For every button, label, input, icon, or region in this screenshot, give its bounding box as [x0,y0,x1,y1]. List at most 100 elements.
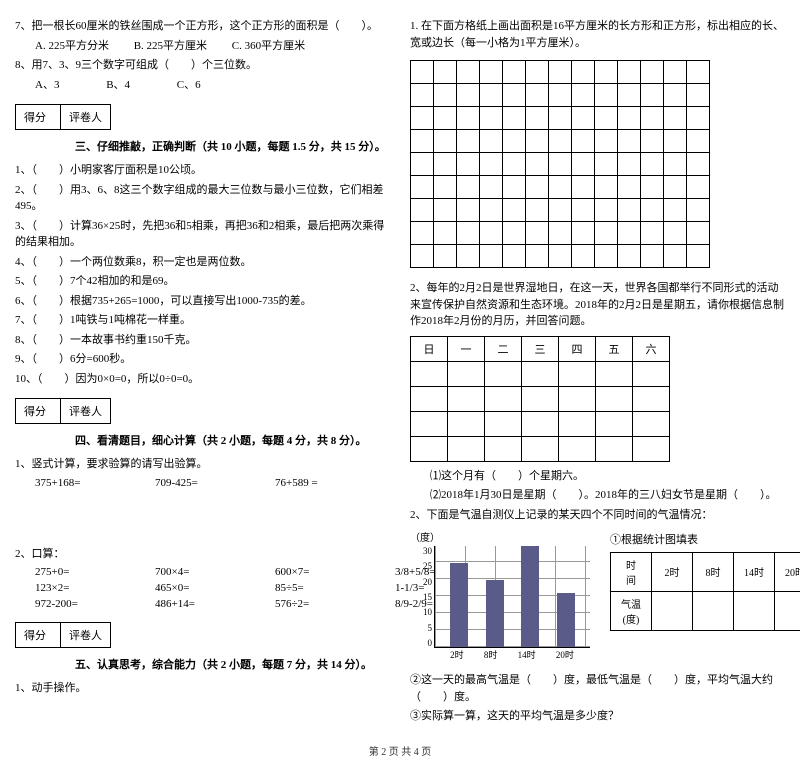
r2-q2: ⑵2018年1月30日是星期（ ）。2018年的三八妇女节是星期（ ）。 [410,487,785,504]
opt-b: B. 225平方厘米 [134,40,207,52]
r1-text: 1. 在下面方格纸上画出面积是16平方厘米的长方形和正方形，标出相应的长、宽或边… [410,18,785,51]
table-header: 时 间 [611,552,652,591]
judge-item: 9、（ ）6分=600秒。 [15,351,390,368]
opt-c: C、6 [177,79,201,91]
r3-q2: ②这一天的最高气温是（ ）度，最低气温是（ ）度，平均气温大约（ ）度。 [410,672,785,705]
calc-item: 576÷2= [275,598,355,610]
score-label: 得分 [16,105,61,129]
score-label: 得分 [16,399,61,423]
judge-list: 1、（ ）小明家客厅面积是10公顷。 2、（ ）用3、6、8这三个数字组成的最大三… [15,162,390,387]
calc2-rows: 275+0=700×4=600×7=3/8+5/8=123×2=465×0=85… [15,566,390,610]
calc-item: 123×2= [35,582,115,594]
bar [557,593,575,647]
y-tick: 0 [410,638,432,648]
judge-item: 8、（ ）一本故事书约重150千克。 [15,332,390,349]
grader-label: 评卷人 [61,399,110,423]
table-header: 14时 [734,552,775,591]
calc1-label: 1、竖式计算，要求验算的请写出验算。 [15,456,390,473]
table-header: 8时 [693,552,734,591]
r3-text: 2、下面是气温自测仪上记录的某天四个不同时间的气温情况： [410,507,785,524]
bar [450,563,468,647]
q7-options: A. 225平方分米 B. 225平方厘米 C. 360平方厘米 [15,38,390,55]
calc-row: 275+0=700×4=600×7=3/8+5/8= [15,566,390,578]
section-3-title: 三、仔细推敲，正确判断（共 10 小题，每题 1.5 分，共 15 分）。 [15,138,390,154]
score-box: 得分 评卷人 [15,398,111,424]
x-tick: 20时 [556,648,574,666]
calc-row: 123×2=465×0=85÷5=1-1/3= [15,582,390,594]
y-tick: 15 [410,592,432,602]
section-5-title: 五、认真思考，综合能力（共 2 小题，每题 7 分，共 14 分）。 [15,656,390,672]
cal-header: 三 [522,336,559,361]
calc-item: 76+589 = [275,477,355,489]
y-tick: 25 [410,561,432,571]
x-tick: 2时 [450,648,464,666]
section-4-title: 四、看清题目，细心计算（共 2 小题，每题 4 分，共 8 分）。 [15,432,390,448]
judge-item: 5、（ ）7个42相加的和是69。 [15,273,390,290]
bar [486,580,504,647]
table-header: 20时 [775,552,800,591]
question-8: 8、用7、3、9三个数字可组成（ ）个三位数。 [15,57,390,74]
opt-b: B、4 [106,79,130,91]
calc1-row: 375+168= 709-425= 76+589 = [15,477,390,489]
calc2-label: 2、口算： [15,546,390,563]
judge-item: 7、（ ）1吨铁与1吨棉花一样重。 [15,312,390,329]
judge-item: 2、（ ）用3、6、8这三个数字组成的最大三位数与最小三位数，它们相差495。 [15,182,390,215]
table-cell [652,591,693,630]
table-header: 2时 [652,552,693,591]
calc-item: 486+14= [155,598,235,610]
judge-item: 10、（ ）因为0×0=0，所以0÷0=0。 [15,371,390,388]
cal-header: 四 [559,336,596,361]
table-cell [775,591,800,630]
calc-item: 275+0= [35,566,115,578]
y-tick: 5 [410,623,432,633]
y-tick: 10 [410,607,432,617]
score-box: 得分 评卷人 [15,622,111,648]
drawing-grid [410,60,710,268]
calc-item: 709-425= [155,477,235,489]
score-label: 得分 [16,623,61,647]
grader-label: 评卷人 [61,623,110,647]
calc-item: 375+168= [35,477,115,489]
r3-q3: ③实际算一算，这天的平均气温是多少度？ [410,708,785,725]
chart-area: （度） 302520151050 2时8时14时20时 ①根据统计图填表 时 间… [410,529,785,666]
calc-row: 972-200=486+14=576÷2=8/9-2/9= [15,598,390,610]
grader-label: 评卷人 [61,105,110,129]
calc-item: 600×7= [275,566,355,578]
table-row-label: 气温(度) [611,591,652,630]
judge-item: 4、（ ）一个两位数乘8，积一定也是两位数。 [15,254,390,271]
calc-item: 972-200= [35,598,115,610]
calendar-table: 日一二三四五六 [410,336,670,462]
q8-options: A、3 B、4 C、6 [15,77,390,94]
cal-header: 六 [633,336,670,361]
r2-q1: ⑴这个月有（ ）个星期六。 [410,468,785,485]
table-cell [693,591,734,630]
opt-a: A、3 [35,79,59,91]
y-tick: 20 [410,577,432,587]
page-footer: 第 2 页 共 4 页 [15,743,785,758]
q5-1: 1、动手操作。 [15,680,390,697]
bar-chart: 30 25 20 15 10 5 0 2时 8时 14时 20时 [410,546,590,666]
cal-header: 五 [596,336,633,361]
judge-item: 3、（ ）计算36×25时，先把36和5相乘，再把36和2相乘，最后把两次乘得的… [15,218,390,251]
data-table: 时 间2时8时14时20时 气温(度) [610,552,800,631]
cal-header: 二 [485,336,522,361]
calc-item: 85÷5= [275,582,355,594]
cal-header: 一 [448,336,485,361]
bar [521,546,539,647]
fill-title: ①根据统计图填表 [610,532,800,549]
judge-item: 1、（ ）小明家客厅面积是10公顷。 [15,162,390,179]
y-tick: 30 [410,546,432,556]
y-axis-label: （度） [410,529,590,544]
calc-item: 465×0= [155,582,235,594]
cal-header: 日 [411,336,448,361]
r2-text: 2、每年的2月2日是世界湿地日，在这一天，世界各国都举行不同形式的活动来宣传保护… [410,280,785,330]
x-tick: 8时 [484,648,498,666]
opt-a: A. 225平方分米 [35,40,109,52]
question-7: 7、把一根长60厘米的铁丝围成一个正方形，这个正方形的面积是（ ）。 [15,18,390,35]
opt-c: C. 360平方厘米 [232,40,305,52]
calc-item: 700×4= [155,566,235,578]
score-box: 得分 评卷人 [15,104,111,130]
table-cell [734,591,775,630]
x-tick: 14时 [518,648,536,666]
judge-item: 6、（ ）根据735+265=1000，可以直接写出1000-735的差。 [15,293,390,310]
